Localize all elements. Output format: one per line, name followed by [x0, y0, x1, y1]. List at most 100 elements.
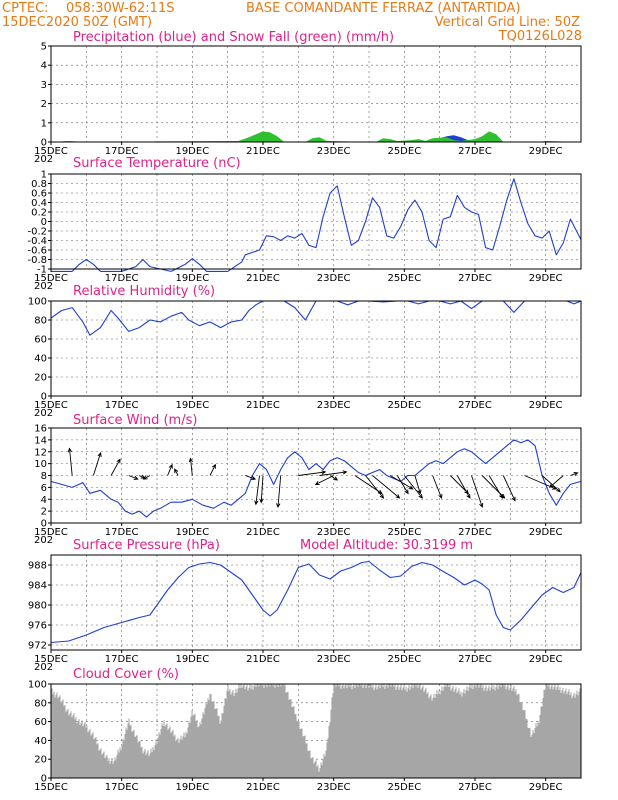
wind-ytick-label: 6: [41, 483, 47, 494]
pressure-xtick-label: 19DEC: [175, 654, 209, 665]
pressure-ytick-label: 980: [28, 601, 47, 612]
temp-ytick-label: 0: [41, 217, 47, 228]
snowfall-area: [51, 131, 581, 142]
rh-xtick-label: 15DEC: [34, 400, 68, 411]
pressure-xtick-label: 25DEC: [387, 654, 421, 665]
temp-title: Surface Temperature (nC): [73, 156, 241, 171]
wind-xtick-label: 21DEC: [246, 527, 280, 538]
precip-xtick-label: 21DEC: [246, 146, 280, 157]
cloud-xtick-label: 19DEC: [175, 782, 209, 793]
temp-ytick-label: 0.2: [31, 208, 47, 219]
wind-title: Surface Wind (m/s): [73, 413, 197, 428]
temp-xtick-label: 23DEC: [317, 273, 351, 284]
temp-xtick-label: 15DEC: [34, 273, 68, 284]
pressure-ytick-label: 984: [28, 581, 47, 592]
precip-ytick-label: 3: [41, 80, 47, 91]
cloud-title: Cloud Cover (%): [73, 667, 179, 682]
cloud-ytick-label: 80: [34, 698, 47, 709]
temp-line: [51, 178, 582, 272]
precip-ytick-label: 2: [41, 99, 47, 110]
wind-ytick-label: 10: [34, 459, 47, 470]
rh-xtick-label: 19DEC: [175, 400, 209, 411]
wind-year-stub: 202: [34, 535, 53, 546]
header-coords: 058:30W-62:11S: [66, 1, 174, 16]
temp-xtick-label: 19DEC: [175, 273, 209, 284]
rh-xtick-label: 23DEC: [317, 400, 351, 411]
wind-arrow: [188, 457, 193, 476]
pressure-xtick-label: 29DEC: [529, 654, 563, 665]
panels: Precipitation (blue) and Snow Fall (gree…: [27, 30, 582, 793]
header-grid-note: Vertical Grid Line: 50Z: [435, 15, 580, 30]
wind-arrow: [110, 458, 121, 476]
wind-ytick-label: 4: [41, 495, 47, 506]
wind-xtick-label: 27DEC: [458, 527, 492, 538]
rh-line: [50, 300, 582, 336]
precip-ytick-label: 5: [41, 42, 47, 53]
pressure-ytick-label: 976: [28, 621, 47, 632]
pressure-panel: Surface Pressure (hPa) Model Altitude: 30…: [28, 538, 582, 673]
wind-ytick-label: 12: [34, 447, 47, 458]
precip-xtick-label: 19DEC: [175, 146, 209, 157]
wind-frame: [50, 427, 582, 524]
pressure-frame: [50, 554, 582, 651]
rh-ytick-label: 0: [41, 392, 47, 403]
cloud-frame: [50, 683, 582, 779]
pressure-ytick-label: 988: [28, 561, 47, 572]
wind-arrow: [372, 475, 401, 499]
cloud-xtick-label: 15DEC: [34, 782, 68, 793]
precip-xtick-label: 29DEC: [529, 146, 563, 157]
precip-panel: Precipitation (blue) and Snow Fall (gree…: [34, 30, 582, 165]
cloud-xtick-label: 29DEC: [529, 782, 563, 793]
rh-xtick-label: 25DEC: [387, 400, 421, 411]
pressure-xtick-label: 23DEC: [317, 654, 351, 665]
cloud-ytick-label: 100: [28, 680, 47, 691]
wind-arrow: [570, 471, 579, 477]
rh-panel: Relative Humidity (%) 0 20 40 60 80 100 15DEC 17…: [28, 284, 582, 419]
wind-arrow: [403, 475, 423, 499]
wind-xtick-label: 29DEC: [529, 527, 563, 538]
pressure-xtick-label: 17DEC: [105, 654, 139, 665]
temp-ytick-label: 0.4: [31, 198, 47, 209]
precip-ytick-label: 4: [41, 61, 47, 72]
rh-ytick-label: 60: [34, 335, 47, 346]
wind-arrow: [314, 475, 334, 485]
precip-xtick-label: 25DEC: [387, 146, 421, 157]
wind-xtick-label: 19DEC: [175, 527, 209, 538]
temp-ytick-label: -0.6: [27, 246, 47, 257]
wind-arrow: [319, 470, 348, 476]
temp-ytick-label: 0.6: [31, 189, 47, 200]
temp-year-stub: 202: [34, 281, 53, 292]
temp-ytick-label: 1: [41, 170, 47, 181]
wind-arrow: [549, 475, 564, 488]
wind-arrow: [142, 475, 151, 480]
rh-xtick-label: 21DEC: [246, 400, 280, 411]
wind-ytick-label: 0: [41, 519, 47, 530]
temp-ytick-label: -1: [37, 265, 47, 276]
precip-year-stub: 202: [34, 154, 53, 165]
cloud-panel: Cloud Cover (%) 0 20 40 60 80 100 15DEC 17DEC 19D…: [28, 667, 582, 793]
wind-xtick-label: 23DEC: [317, 527, 351, 538]
cloud-ytick-label: 40: [34, 736, 47, 747]
rh-frame: [50, 300, 582, 397]
precip-xtick-label: 17DEC: [105, 146, 139, 157]
wind-arrow: [481, 475, 506, 499]
wind-ytick-label: 16: [34, 424, 47, 435]
cloud-ytick-label: 60: [34, 717, 47, 728]
temp-ytick-label: 0.8: [31, 179, 47, 190]
header-station: BASE COMANDANTE FERRAZ (ANTARTIDA): [246, 1, 521, 16]
wind-ytick-label: 8: [41, 471, 47, 482]
wind-arrow: [128, 475, 139, 480]
rh-xtick-label: 17DEC: [105, 400, 139, 411]
precip-frame: [50, 45, 582, 143]
precip-ytick-label: 0: [41, 138, 47, 149]
pressure-ytick-label: 972: [28, 641, 47, 652]
wind-arrow: [254, 475, 260, 506]
header-code: TQ0126L028: [498, 29, 582, 44]
cloud-xtick-label: 27DEC: [458, 782, 492, 793]
cloud-ytick-label: 20: [34, 755, 47, 766]
rh-title: Relative Humidity (%): [73, 284, 215, 299]
precip-title: Precipitation (blue) and Snow Fall (gree…: [73, 30, 394, 45]
wind-arrow: [67, 447, 73, 476]
temp-ytick-label: -0.2: [27, 227, 47, 238]
